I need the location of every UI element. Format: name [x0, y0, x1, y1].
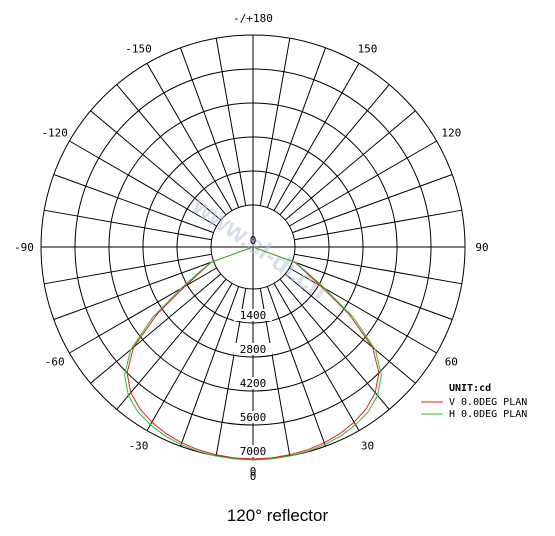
radial-tick-label: 7000: [240, 445, 267, 458]
angle-label: -/+180: [233, 12, 273, 25]
grid-spoke: [273, 283, 360, 431]
grid-spoke: [90, 273, 222, 384]
radial-tick-bg: [234, 411, 272, 423]
radial-tick-label: 5600: [240, 411, 267, 424]
angle-label: -90: [14, 241, 34, 254]
angle-label: -120: [41, 127, 68, 140]
legend-label-v: V 0.0DEG PLAN: [449, 397, 527, 408]
grid-spoke: [289, 267, 437, 354]
radial-tick-bg: [234, 377, 272, 389]
grid-spoke: [90, 110, 222, 221]
grid-spoke: [292, 260, 453, 320]
grid-spoke: [146, 283, 233, 431]
grid-spoke: [292, 174, 453, 234]
grid-spoke: [53, 174, 214, 234]
radial-tick-label: 4200: [240, 377, 267, 390]
radial-tick-bg: [234, 343, 272, 355]
angle-label: -150: [125, 43, 152, 56]
radial-tick-bg: [234, 445, 272, 457]
unit-label: UNIT:cd: [449, 383, 491, 394]
angle-label: 60: [445, 356, 458, 369]
radial-tick-label: 0: [250, 234, 257, 247]
angle-labels: 0 30 60 90 120 150 -/+180 -150 -120 -90 -60 -30: [14, 12, 489, 483]
grid-spoke: [294, 209, 462, 241]
radial-tick-labels: 0 1400 2800 4200 5600 7000 0: [234, 234, 272, 478]
grid-spoke: [215, 38, 247, 206]
grid-spoke: [289, 140, 437, 227]
figure-caption: 120° reflector: [226, 506, 329, 525]
grid-spoke: [116, 278, 227, 410]
grid-spoke: [69, 140, 217, 227]
angle-label: 120: [441, 127, 461, 140]
grid-spoke: [266, 286, 326, 447]
grid-spoke: [44, 209, 212, 241]
grid-spoke: [294, 253, 462, 285]
grid-spoke: [259, 38, 291, 206]
grid-spoke: [146, 63, 233, 211]
angle-label: 30: [361, 439, 374, 452]
grid-spoke: [180, 286, 240, 447]
angle-label: -60: [45, 356, 65, 369]
grid-spoke: [69, 267, 217, 354]
angle-label: 90: [475, 241, 488, 254]
grid-spoke: [180, 47, 240, 208]
radial-tick-bg: [234, 309, 272, 321]
series-line-h: [124, 246, 382, 461]
series-curves: [124, 246, 382, 461]
grid-spoke: [44, 253, 212, 285]
angle-label: 150: [358, 43, 378, 56]
grid-spoke: [273, 63, 360, 211]
series-line-v: [126, 246, 380, 460]
angle-label: 0: [250, 470, 257, 483]
grid-spoke: [284, 110, 416, 221]
bottom-tick-label: 0: [250, 465, 257, 478]
legend: UNIT:cd V 0.0DEG PLAN H 0.0DEG PLAN: [421, 383, 527, 420]
grid-spoke: [53, 260, 214, 320]
grid-spoke: [284, 273, 416, 384]
grid-spoke: [279, 278, 390, 410]
radial-tick-label: 2800: [240, 343, 267, 356]
grid-spoke: [279, 84, 390, 216]
angle-label: -30: [129, 439, 149, 452]
legend-label-h: H 0.0DEG PLAN: [449, 409, 527, 420]
grid-spoke: [116, 84, 227, 216]
radial-tick-label: 1400: [240, 309, 267, 322]
polar-grid: [40, 34, 466, 460]
grid-spoke: [266, 47, 326, 208]
